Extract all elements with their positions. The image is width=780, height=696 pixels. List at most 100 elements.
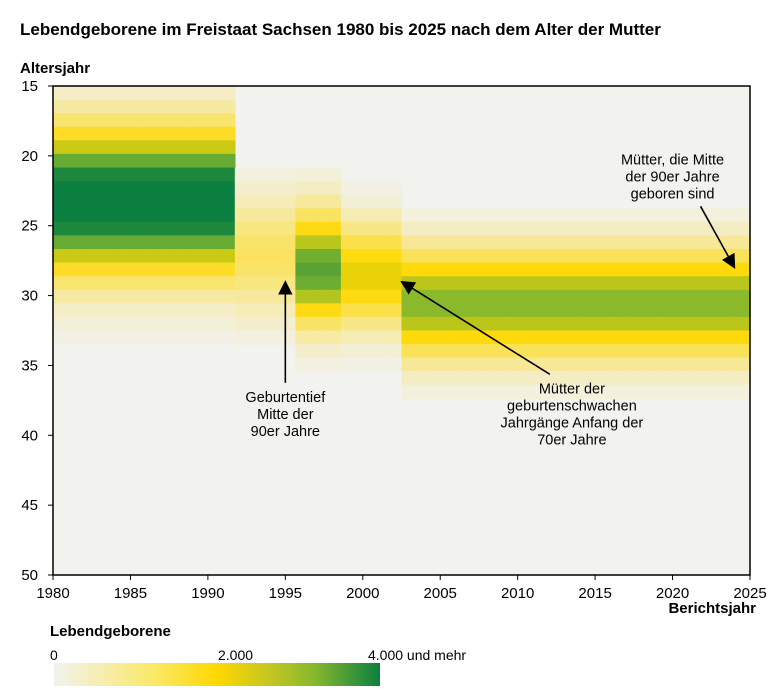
heatmap-cell xyxy=(280,249,297,264)
heatmap-cell xyxy=(68,113,84,128)
heatmap-cell xyxy=(53,330,69,345)
heatmap-cell xyxy=(250,330,266,345)
heatmap-cell xyxy=(340,316,357,332)
heatmap-cell xyxy=(250,276,266,291)
heatmap-cell xyxy=(431,316,448,332)
heatmap-cell xyxy=(704,276,721,291)
heatmap-cell xyxy=(598,384,615,399)
heatmap-cell xyxy=(98,249,115,264)
heatmap-cell xyxy=(522,371,539,386)
heatmap-cell xyxy=(53,208,69,223)
heatmap-cell xyxy=(143,181,160,196)
heatmap-cell xyxy=(492,303,509,318)
heatmap-cell xyxy=(310,330,327,345)
annotation-text: 70er Jahre xyxy=(537,432,606,448)
heatmap-cell xyxy=(568,235,584,250)
heatmap-cell xyxy=(719,303,736,318)
heatmap-cell xyxy=(659,303,675,318)
annotation-text: Mitte der xyxy=(257,407,314,423)
heatmap-cell xyxy=(522,303,539,318)
heatmap-cell xyxy=(386,289,403,304)
heatmap-cell xyxy=(340,330,357,345)
heatmap-cell xyxy=(598,371,615,386)
heatmap-cell xyxy=(704,303,721,318)
heatmap-cell xyxy=(68,126,84,141)
heatmap-cell xyxy=(83,316,100,332)
heatmap-cell xyxy=(462,249,478,264)
heatmap-cell xyxy=(386,316,403,332)
x-tick-label: 2005 xyxy=(424,585,457,602)
heatmap-cell xyxy=(265,249,281,264)
heatmap-cell xyxy=(53,262,69,277)
heatmap-cell xyxy=(356,357,372,372)
heatmap-cell xyxy=(68,208,84,223)
heatmap-cell xyxy=(416,276,433,291)
legend-tick-2000: 2.000 xyxy=(218,647,254,663)
heatmap-cell xyxy=(734,276,751,291)
heatmap-cell xyxy=(386,303,403,318)
heatmap-cell xyxy=(462,276,478,291)
heatmap-cell xyxy=(113,113,130,128)
heatmap-cell xyxy=(325,330,342,345)
heatmap-cell xyxy=(128,330,145,345)
heatmap-cell xyxy=(325,316,342,332)
heatmap-cell xyxy=(477,262,494,277)
heatmap-cell xyxy=(492,316,509,332)
heatmap-cell xyxy=(507,235,524,250)
heatmap-cell xyxy=(159,221,175,236)
heatmap-cell xyxy=(189,289,206,304)
heatmap-cell xyxy=(174,194,190,209)
heatmap-cell xyxy=(143,126,160,141)
heatmap-cell xyxy=(113,99,130,114)
heatmap-cell xyxy=(250,249,266,264)
heatmap-cell xyxy=(537,330,554,345)
heatmap-cell xyxy=(204,126,221,141)
heatmap-cell xyxy=(431,235,448,250)
heatmap-cell xyxy=(159,167,175,182)
heatmap-cell xyxy=(598,235,615,250)
heatmap-cell xyxy=(174,86,190,101)
heatmap-cell xyxy=(53,113,69,128)
heatmap-cell xyxy=(553,249,569,264)
heatmap-cell xyxy=(462,344,478,359)
heatmap-cell xyxy=(159,208,175,223)
heatmap-cell xyxy=(598,221,615,236)
heatmap-cell xyxy=(492,276,509,291)
heatmap-cell xyxy=(477,330,494,345)
heatmap-cell xyxy=(113,126,130,141)
heatmap-cell xyxy=(507,316,524,332)
heatmap-cell xyxy=(568,262,584,277)
y-axis-label: Altersjahr xyxy=(20,60,91,77)
heatmap-cell xyxy=(189,262,206,277)
heatmap-cell xyxy=(174,181,190,196)
heatmap-cell xyxy=(643,235,660,250)
heatmap-cell xyxy=(340,208,357,223)
heatmap-cell xyxy=(325,344,342,359)
heatmap-cell xyxy=(447,330,463,345)
heatmap-cell xyxy=(265,276,281,291)
heatmap-cell xyxy=(98,86,115,101)
heatmap-cell xyxy=(583,276,600,291)
heatmap-cell xyxy=(310,276,327,291)
heatmap-cell xyxy=(219,303,236,318)
heatmap-cell xyxy=(643,384,660,399)
heatmap-cell xyxy=(159,262,175,277)
heatmap-cell xyxy=(83,86,100,101)
heatmap-cell xyxy=(113,181,130,196)
heatmap-cell xyxy=(113,208,130,223)
heatmap-cell xyxy=(689,249,706,264)
heatmap-cell xyxy=(325,249,342,264)
heatmap-cell xyxy=(674,357,690,372)
heatmap-cell xyxy=(250,181,266,196)
heatmap-cell xyxy=(492,262,509,277)
heatmap-cell xyxy=(431,330,448,345)
x-tick-label: 2010 xyxy=(501,585,534,602)
heatmap-cell xyxy=(204,330,221,345)
heatmap-cell xyxy=(295,344,312,359)
heatmap-cell xyxy=(128,86,145,101)
heatmap-cell xyxy=(204,289,221,304)
heatmap-cell xyxy=(310,194,327,209)
heatmap-cell xyxy=(674,344,690,359)
heatmap-cell xyxy=(325,194,342,209)
heatmap-cell xyxy=(416,208,433,223)
